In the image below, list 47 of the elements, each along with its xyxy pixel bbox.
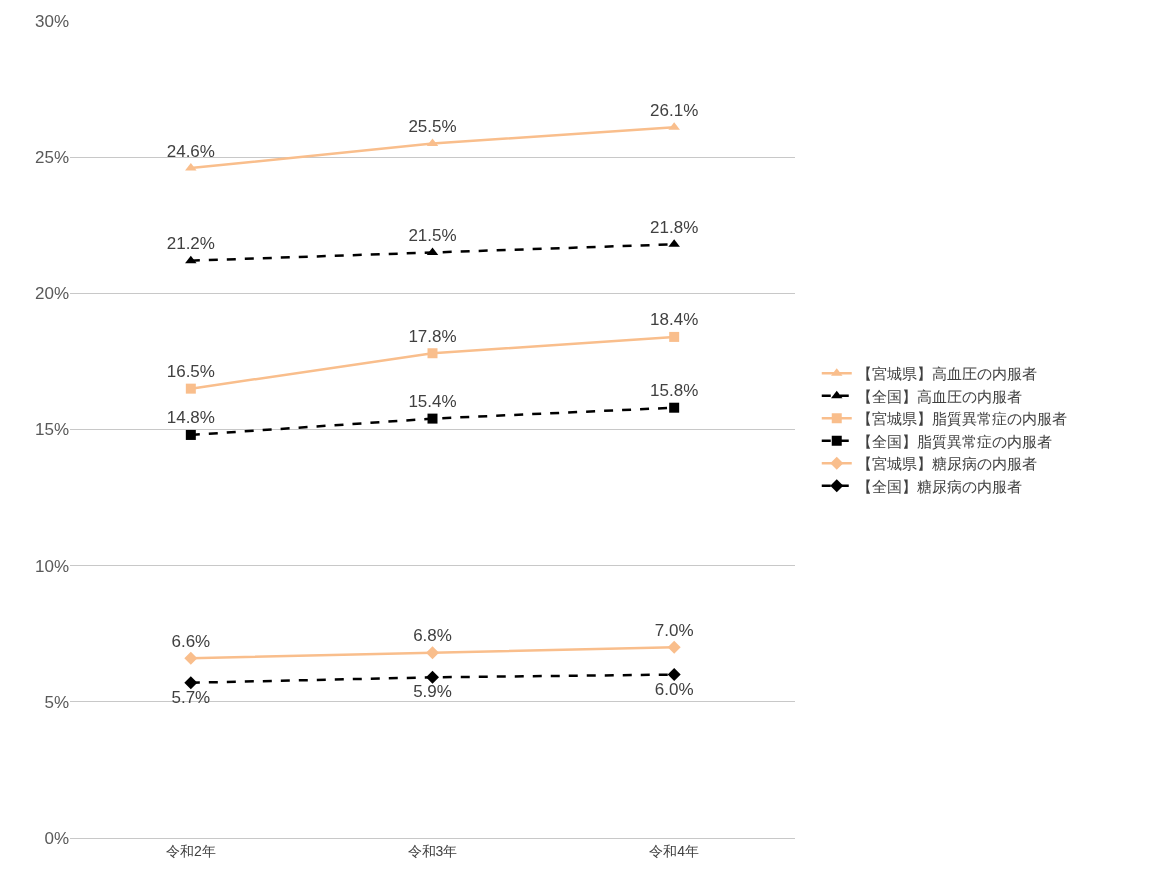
point <box>185 383 196 394</box>
point <box>427 348 438 359</box>
data-label: 6.8% <box>413 626 452 646</box>
data-label: 15.4% <box>408 392 457 412</box>
legend-label: 【宮城県】糖尿病の内服者 <box>856 455 1037 473</box>
y-tick-label: 20% <box>34 284 69 304</box>
data-label: 17.8% <box>408 326 457 346</box>
data-label: 16.5% <box>166 362 215 382</box>
data-label: 24.6% <box>166 141 215 161</box>
y-tick-label: 25% <box>34 148 69 168</box>
point <box>426 646 439 660</box>
y-tick-label: 5% <box>44 692 69 712</box>
legend-label: 【全国】高血圧の内服者 <box>856 387 1022 405</box>
data-label: 25.5% <box>408 117 457 137</box>
x-tick-label: 令和4年 <box>649 842 700 859</box>
point <box>184 651 198 665</box>
data-label: 21.5% <box>408 225 457 245</box>
data-label: 14.8% <box>166 408 215 428</box>
data-label: 7.0% <box>654 620 694 640</box>
y-tick-label: 15% <box>34 420 69 440</box>
data-label: 6.6% <box>171 631 211 651</box>
data-label: 26.1% <box>650 100 699 120</box>
y-tick-label: 10% <box>34 556 69 576</box>
data-label: 18.4% <box>650 310 699 330</box>
x-tick-label: 令和3年 <box>407 842 458 859</box>
y-tick-label: 30% <box>34 11 69 31</box>
point <box>185 255 197 264</box>
data-label: 6.0% <box>654 679 694 699</box>
legend-label: 【宮城県】高血圧の内服者 <box>856 365 1037 383</box>
point <box>667 640 681 654</box>
point <box>667 668 681 682</box>
data-label: 21.2% <box>166 234 215 254</box>
legend-label: 【全国】脂質異常症の内服者 <box>856 432 1052 450</box>
x-tick-label: 令和2年 <box>165 842 216 859</box>
point <box>669 402 680 413</box>
data-label: 21.8% <box>650 217 699 237</box>
legend-label: 【全国】糖尿病の内服者 <box>856 477 1022 495</box>
data-label: 5.9% <box>413 682 452 702</box>
data-label: 5.7% <box>171 687 211 707</box>
data-label: 15.8% <box>650 381 699 401</box>
point <box>426 670 439 684</box>
point <box>185 429 196 440</box>
point <box>427 413 438 424</box>
y-tick-label: 0% <box>44 828 69 848</box>
point <box>669 331 680 342</box>
legend-label: 【宮城県】脂質異常症の内服者 <box>856 410 1067 428</box>
point <box>184 676 198 690</box>
